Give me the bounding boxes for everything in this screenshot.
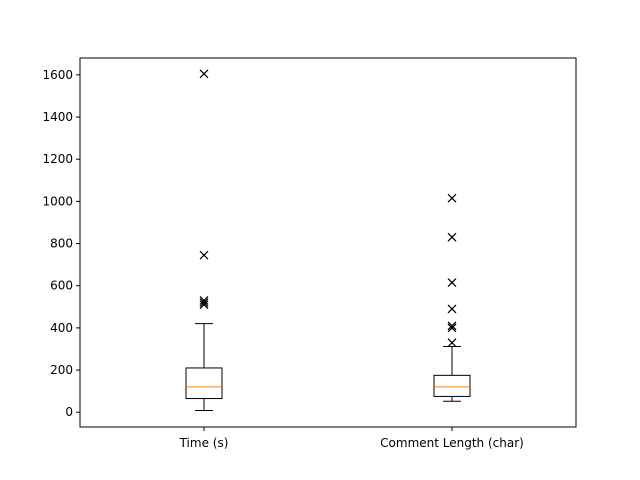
box-group xyxy=(185,69,223,412)
y-tick-label: 600 xyxy=(50,279,73,293)
x-tick-label: Time (s) xyxy=(179,436,229,450)
y-tick-label: 800 xyxy=(50,237,73,251)
outlier-stroke xyxy=(447,193,457,203)
y-tick-label: 1400 xyxy=(42,110,73,124)
y-tick-label: 1200 xyxy=(42,152,73,166)
outlier-stroke xyxy=(447,338,457,348)
y-axis: 0 200 400 600 800 1000 1200 1400 1600 xyxy=(42,68,80,419)
outlier-stroke xyxy=(199,250,209,260)
outlier-marker xyxy=(447,232,457,242)
outlier-stroke xyxy=(199,298,209,308)
iqr-box xyxy=(185,367,223,400)
outlier-marker xyxy=(199,296,209,305)
box-group xyxy=(433,193,471,402)
outlier-stroke xyxy=(447,321,457,331)
x-axis: Time (s) Comment Length (char) xyxy=(179,427,524,450)
outlier-stroke xyxy=(199,296,209,305)
plot-frame xyxy=(79,57,577,428)
outlier-stroke xyxy=(447,304,457,314)
outlier-marker xyxy=(447,193,457,203)
outlier-marker xyxy=(199,250,209,260)
y-tick-label: 400 xyxy=(50,321,73,335)
outlier-marker xyxy=(199,300,209,310)
y-tick-label: 0 xyxy=(65,405,73,419)
outlier-marker xyxy=(447,278,457,287)
y-tick-label: 1000 xyxy=(42,194,73,208)
outlier-marker xyxy=(447,321,457,331)
outlier-stroke xyxy=(447,323,457,333)
y-tick-label: 1600 xyxy=(42,68,73,82)
iqr-box xyxy=(433,374,471,397)
outlier-stroke xyxy=(447,278,457,287)
outlier-stroke xyxy=(199,300,209,310)
outlier-marker xyxy=(199,298,209,308)
outlier-stroke xyxy=(199,69,209,79)
plot-background xyxy=(80,58,576,427)
outlier-marker xyxy=(447,323,457,333)
y-tick-label: 200 xyxy=(50,363,73,377)
outlier-stroke xyxy=(447,232,457,242)
outlier-marker xyxy=(447,338,457,348)
boxes-layer xyxy=(185,69,471,412)
x-tick-label: Comment Length (char) xyxy=(380,436,524,450)
outlier-marker xyxy=(199,69,209,79)
outlier-marker xyxy=(447,304,457,314)
